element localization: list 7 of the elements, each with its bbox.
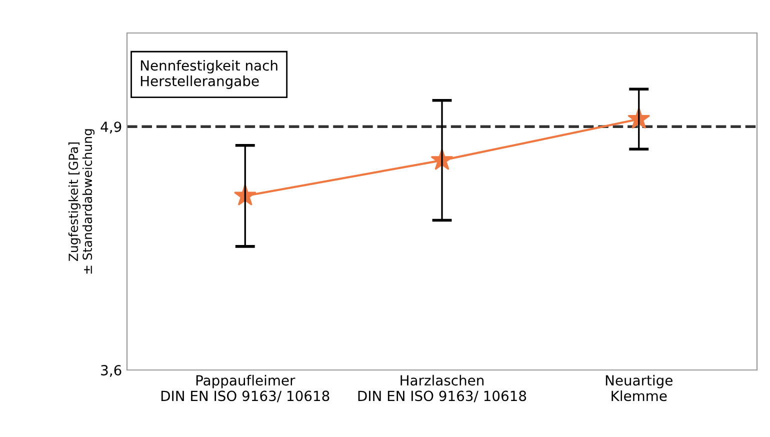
ref-line-label: Nennfestigkeit nach Herstellerangabe (140, 60, 278, 89)
y-axis-title: Zugfestigkeit [GPa] ± Standardabweichung (68, 129, 94, 274)
x-tick-label: Harzlaschen DIN EN ISO 9163/ 10618 (358, 374, 526, 402)
y-tick-label: 4,9 (100, 122, 122, 134)
y-tick-label: 3,6 (101, 364, 122, 377)
x-tick-label: Pappaufleimer DIN EN ISO 9163/ 10618 (161, 374, 330, 402)
x-tick-label: Neuartige Klemme (606, 374, 672, 402)
